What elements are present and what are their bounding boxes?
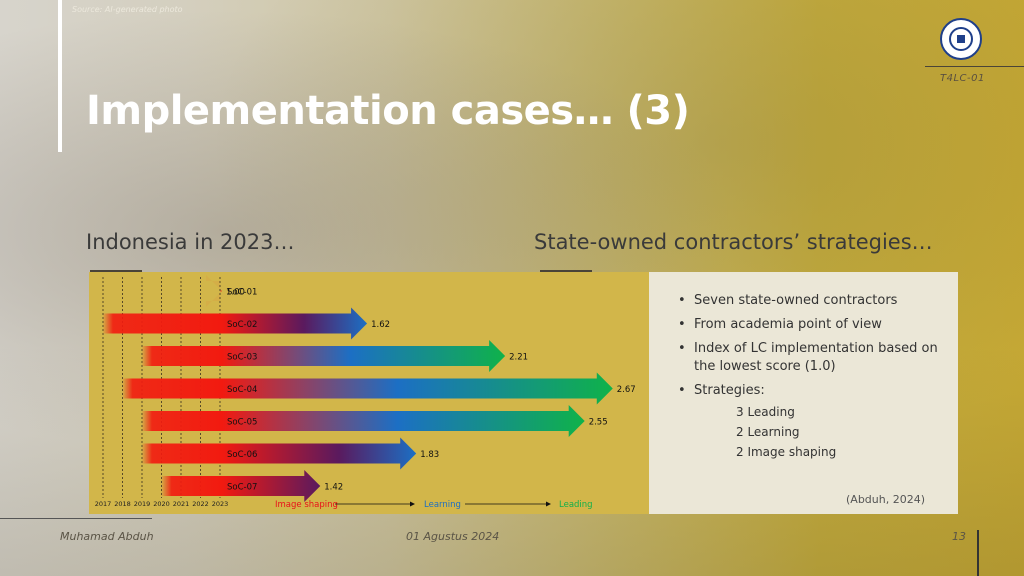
slide-title: Implementation cases… (3) xyxy=(86,88,690,134)
header-divider xyxy=(925,66,1024,67)
category-label: SoC-05 xyxy=(227,418,257,428)
value-label: 1.62 xyxy=(371,320,390,330)
strategy-item: 3 Leading xyxy=(736,405,795,419)
source-note: Source: AI-generated photo xyxy=(72,5,183,14)
arrow-bar xyxy=(122,372,613,405)
arrow-bar xyxy=(161,470,321,502)
university-seal-icon xyxy=(940,18,982,60)
year-tick-label: 2023 xyxy=(212,500,229,508)
year-tick-label: 2019 xyxy=(134,500,151,508)
category-label: SoC-04 xyxy=(227,385,257,395)
arrow-bar xyxy=(206,275,222,307)
arrow-bar xyxy=(142,340,506,372)
left-heading-underline xyxy=(90,270,142,272)
page-number-divider xyxy=(977,530,979,576)
category-label: SoC-07 xyxy=(227,483,257,493)
year-tick-label: 2020 xyxy=(153,500,170,508)
year-tick-label: 2022 xyxy=(192,500,209,508)
arrow-bar xyxy=(142,437,417,470)
content-panel: 2017 2018 2019 2020 2021 2022 2023 SoC-01 1.00 So… xyxy=(89,272,958,514)
year-tick-label: 2018 xyxy=(114,500,131,508)
value-label: 2.67 xyxy=(617,385,636,395)
value-label: 1.00 xyxy=(226,288,245,298)
stage-label: Leading xyxy=(559,500,593,510)
stage-arrow-head xyxy=(546,501,551,507)
category-label: SoC-01 xyxy=(227,288,257,298)
value-label: 2.21 xyxy=(509,353,528,363)
strategy-item: 2 Image shaping xyxy=(736,445,837,459)
category-label: SoC-03 xyxy=(227,353,257,363)
stage-arrow-head xyxy=(410,501,415,507)
strategy-item: 2 Learning xyxy=(736,425,800,439)
footer-divider xyxy=(0,518,152,519)
value-label: 1.42 xyxy=(324,483,343,493)
arrow-bar xyxy=(103,307,368,340)
bullet-list: Seven state-owned contractors From acade… xyxy=(678,292,938,462)
category-label: SoC-02 xyxy=(227,320,257,330)
year-tick-label: 2017 xyxy=(95,500,112,508)
bullet-item: Strategies: xyxy=(678,382,938,400)
stage-label: Learning xyxy=(424,500,461,510)
footer-author: Muhamad Abduh xyxy=(60,530,154,543)
bullet-item: From academia point of view xyxy=(678,316,938,334)
bullet-item: Seven state-owned contractors xyxy=(678,292,938,310)
year-tick-label: 2021 xyxy=(173,500,190,508)
right-heading-underline xyxy=(540,270,592,272)
bullet-item: Index of LC implementation based on the … xyxy=(678,340,938,376)
stage-label: Image shaping xyxy=(275,500,338,510)
left-heading: Indonesia in 2023… xyxy=(86,230,295,254)
citation: (Abduh, 2024) xyxy=(846,493,926,506)
value-label: 1.83 xyxy=(420,450,439,460)
title-accent-bar xyxy=(58,0,62,152)
arrow-bar xyxy=(142,405,585,437)
footer-date: 01 Agustus 2024 xyxy=(406,530,500,543)
arrow-chart: 2017 2018 2019 2020 2021 2022 2023 SoC-011.00 So… xyxy=(95,275,636,510)
category-label: SoC-06 xyxy=(227,450,257,460)
right-heading: State-owned contractors’ strategies… xyxy=(534,230,933,254)
page-number: 13 xyxy=(952,530,966,543)
value-label: 2.55 xyxy=(589,418,608,428)
course-code: T4LC-01 xyxy=(940,73,985,84)
